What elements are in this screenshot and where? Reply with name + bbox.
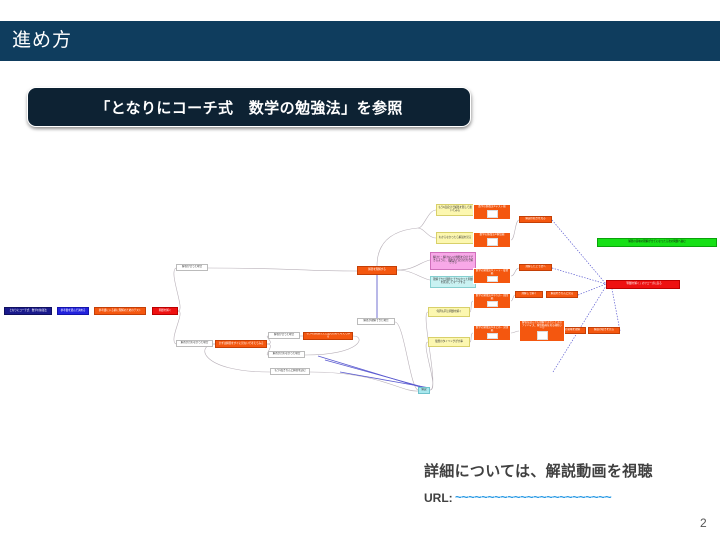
video-card-title: 数学の勉強法③ノート・復習編 (475, 269, 509, 275)
url-label: URL: (424, 491, 453, 505)
mindmap-node-n19[interactable]: 何周も同じ問題を解く (428, 307, 470, 317)
mindmap-node-n24[interactable]: 理解した上で次へ (519, 264, 552, 271)
mindmap-node-n23[interactable]: 解説の続きを見る (519, 216, 552, 223)
mindmap-video-card-v1[interactable]: 数学の勉強法①テスト編 (473, 204, 511, 220)
video-card-title: 解答を読んでも理解できないときのアドバイス、解説動画を見る補助ツール (522, 321, 562, 330)
mindmap-node-n26[interactable]: 解説をきちんと見る (546, 291, 578, 298)
mindmap-node-n2[interactable]: 参考書を選んで決める (57, 307, 89, 315)
video-thumbnail-chart-icon[interactable] (486, 276, 498, 282)
mindmap-node-n6[interactable]: 解答が合わなかった場合 (176, 340, 213, 347)
mindmap-node-n11[interactable]: もう1度きちんと解答を読む (270, 368, 310, 375)
footer-heading: 詳細については、解説動画を視聴 (424, 463, 653, 480)
mindmap-node-n8[interactable]: 解答が合った場合 (268, 332, 300, 339)
video-thumbnail-book-icon[interactable] (486, 209, 498, 218)
mindmap-video-card-v5[interactable]: 数学の勉強法⑤まとめ・実践編 (473, 325, 511, 341)
mindmap-node-n9[interactable]: もう1回間違えた方法も含めて考えてみる (303, 332, 353, 340)
reference-banner[interactable]: 「となりにコーチ式 数学の勉強法」を参照 (27, 87, 471, 127)
mindmap-node-n18[interactable]: 理解できた問題とできなかった問題を区別してマークする (430, 276, 476, 288)
mindmap-node-n5[interactable]: 解答が合った場合 (176, 264, 208, 271)
mindmap-node-n21[interactable]: 「問題を解く」のフェーズに戻る (606, 280, 680, 289)
video-thumbnail-person-icon[interactable] (486, 333, 498, 339)
video-card-title: 数学の勉強法②解説編 (479, 233, 505, 236)
mindmap-canvas[interactable]: となりにコーチ式 数学の勉強法 参考書を選んで決める 参考書に入る前に理解のためのテ… (0, 180, 720, 410)
mindmap-node-n12[interactable]: 解答を理解する (357, 266, 397, 275)
page-number: 2 (700, 516, 707, 530)
video-thumbnail-photo-icon[interactable] (536, 330, 548, 340)
mindmap-node-n14[interactable]: 解説 (418, 387, 430, 394)
url-value[interactable]: ~~~~~~~~~~~~~~~~~~~~~~~~ (455, 490, 612, 504)
mindmap-node-n16[interactable]: わからなかったら解説を見る (436, 232, 474, 244)
video-card-title: 数学の勉強法①テスト編 (478, 205, 506, 208)
video-thumbnail-chart-icon[interactable] (486, 237, 498, 246)
mindmap-node-n28[interactable]: 解説の続きを見る (588, 327, 620, 334)
mindmap-node-n1[interactable]: となりにコーチ式 数学の勉強法 (4, 307, 52, 315)
video-card-title: 数学の勉強法④やり方・周回編 (475, 294, 509, 300)
mindmap-video-card-v4[interactable]: 数学の勉強法④やり方・周回編 (473, 293, 511, 309)
mindmap-node-n13[interactable]: 解答が理解できた場合 (357, 318, 395, 325)
mindmap-video-card-v3[interactable]: 数学の勉強法③ノート・復習編 (473, 268, 511, 284)
reference-banner-label: 「となりにコーチ式 数学の勉強法」を参照 (95, 99, 403, 117)
mindmap-node-n10[interactable]: 解答が合わなかった場合 (268, 351, 305, 358)
header-bar (0, 21, 720, 61)
mindmap-node-n7[interactable]: まずは解答をすぐに見ないで考えてみる (215, 340, 267, 348)
mindmap-node-n15[interactable]: もう1度自分で解答を隠して書いてみる (436, 204, 474, 216)
page-title: 進め方 (12, 30, 73, 51)
mindmap-node-n25[interactable]: 理解して解く (515, 291, 543, 298)
mindmap-connectors (173, 209, 621, 392)
mindmap-node-n4[interactable]: 問題を解く (152, 307, 178, 315)
video-thumbnail-person-icon[interactable] (486, 301, 498, 307)
mindmap-video-card-v6[interactable]: 解答を読んでも理解できないときのアドバイス、解説動画を見る補助ツール (519, 320, 565, 342)
mindmap-video-card-v2[interactable]: 数学の勉強法②解説編 (473, 232, 511, 248)
mindmap-node-n3[interactable]: 参考書に入る前に理解のためのテスト (94, 307, 146, 315)
mindmap-node-n17[interactable]: 解けた・解けないの判断を自分でできるように、最後まで自分の力で解ききる (430, 252, 476, 270)
video-card-title: 数学の勉強法⑤まとめ・実践編 (475, 326, 509, 332)
mindmap-node-n20[interactable]: 復習のタイミングが大事 (428, 337, 470, 347)
mindmap-node-n22[interactable]: 解答の意味の理解が全てになったら次の問題へ進む (597, 238, 717, 247)
